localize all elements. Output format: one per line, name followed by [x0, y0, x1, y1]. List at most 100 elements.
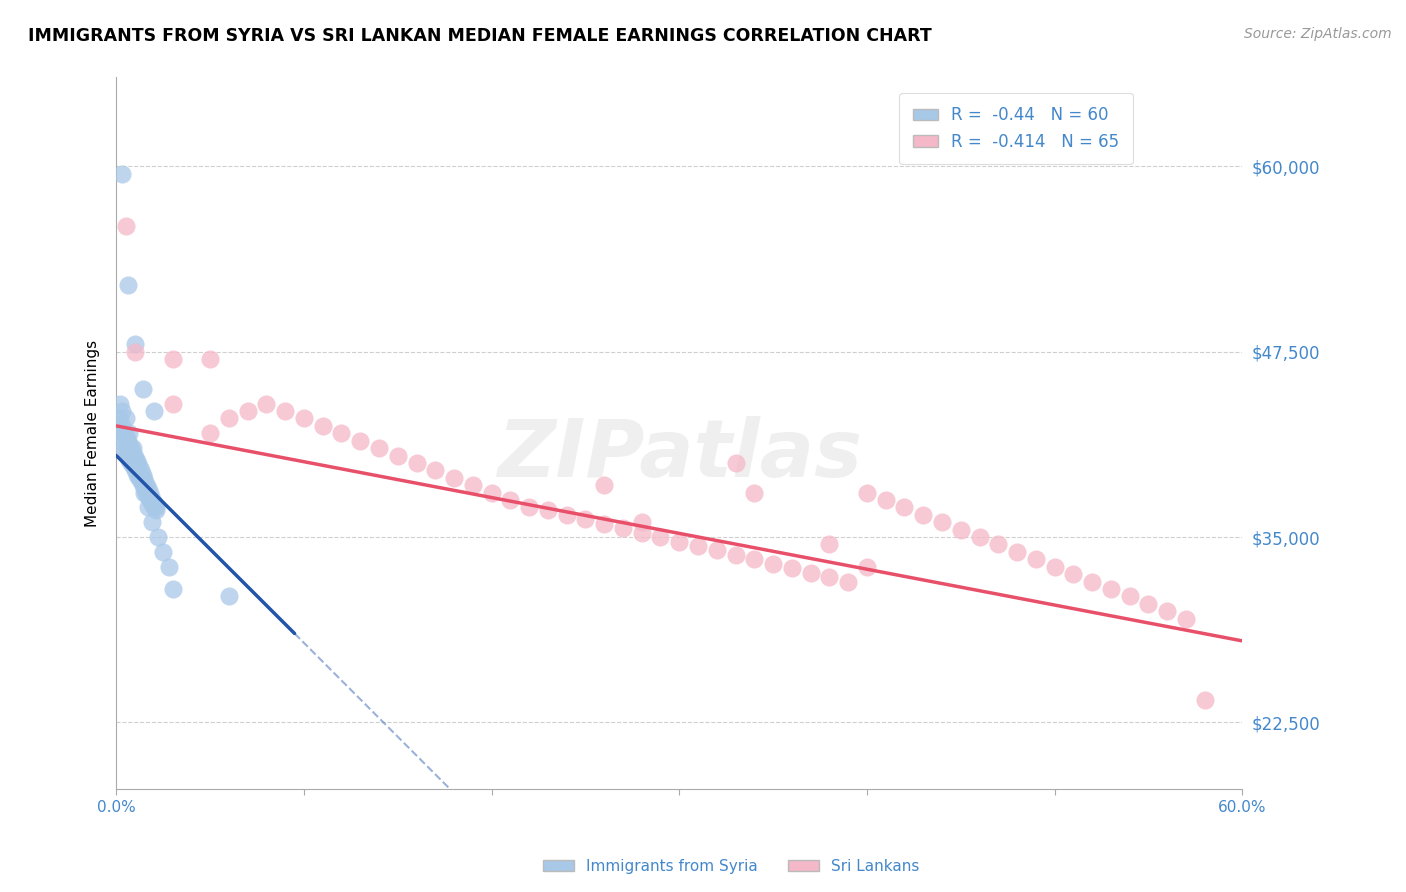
Legend: Immigrants from Syria, Sri Lankans: Immigrants from Syria, Sri Lankans	[537, 853, 925, 880]
Point	[1118, 590, 1140, 604]
Point	[405, 456, 427, 470]
Point	[724, 456, 747, 470]
Point	[111, 404, 134, 418]
Point	[254, 397, 277, 411]
Point	[112, 441, 135, 455]
Point	[517, 500, 540, 515]
Point	[145, 503, 167, 517]
Point	[124, 337, 146, 351]
Point	[312, 418, 335, 433]
Point	[108, 426, 131, 441]
Point	[593, 516, 616, 531]
Text: IMMIGRANTS FROM SYRIA VS SRI LANKAN MEDIAN FEMALE EARNINGS CORRELATION CHART: IMMIGRANTS FROM SYRIA VS SRI LANKAN MEDI…	[28, 27, 932, 45]
Point	[134, 485, 156, 500]
Point	[125, 456, 148, 470]
Point	[499, 493, 522, 508]
Point	[1081, 574, 1104, 589]
Point	[135, 485, 157, 500]
Point	[114, 444, 136, 458]
Point	[152, 545, 174, 559]
Point	[537, 503, 560, 517]
Point	[128, 471, 150, 485]
Text: ZIPatlas: ZIPatlas	[496, 416, 862, 493]
Point	[142, 404, 165, 418]
Point	[129, 474, 152, 488]
Point	[368, 441, 391, 455]
Point	[120, 456, 142, 470]
Point	[893, 500, 915, 515]
Point	[135, 476, 157, 491]
Point	[630, 525, 652, 540]
Point	[162, 352, 184, 367]
Point	[856, 485, 879, 500]
Point	[931, 515, 953, 529]
Point	[742, 485, 765, 500]
Point	[818, 570, 841, 584]
Point	[122, 458, 145, 473]
Point	[111, 167, 134, 181]
Point	[1025, 552, 1047, 566]
Y-axis label: Median Female Earnings: Median Female Earnings	[86, 340, 100, 527]
Point	[134, 481, 156, 495]
Point	[1174, 612, 1197, 626]
Point	[112, 426, 135, 441]
Point	[481, 485, 503, 500]
Point	[124, 344, 146, 359]
Point	[349, 434, 371, 448]
Point	[218, 590, 240, 604]
Point	[198, 426, 221, 441]
Point	[912, 508, 935, 522]
Point	[131, 478, 153, 492]
Point	[136, 500, 159, 515]
Point	[387, 449, 409, 463]
Point	[118, 438, 141, 452]
Point	[612, 521, 634, 535]
Point	[668, 534, 690, 549]
Point	[117, 434, 139, 448]
Point	[117, 449, 139, 463]
Point	[818, 537, 841, 551]
Point	[1194, 693, 1216, 707]
Point	[443, 471, 465, 485]
Point	[742, 552, 765, 566]
Point	[142, 496, 165, 510]
Point	[118, 426, 141, 441]
Point	[139, 493, 162, 508]
Point	[114, 429, 136, 443]
Point	[122, 445, 145, 459]
Point	[574, 512, 596, 526]
Point	[856, 559, 879, 574]
Point	[724, 548, 747, 562]
Point	[1062, 567, 1084, 582]
Point	[142, 500, 165, 515]
Point	[330, 426, 353, 441]
Point	[117, 278, 139, 293]
Point	[122, 441, 145, 455]
Point	[118, 453, 141, 467]
Point	[108, 397, 131, 411]
Point	[114, 411, 136, 425]
Point	[120, 441, 142, 455]
Point	[650, 530, 672, 544]
Point	[686, 539, 709, 553]
Point	[800, 566, 823, 580]
Point	[131, 467, 153, 482]
Point	[134, 472, 156, 486]
Point	[114, 219, 136, 233]
Point	[139, 485, 162, 500]
Point	[1156, 604, 1178, 618]
Point	[706, 543, 728, 558]
Point	[111, 434, 134, 448]
Point	[218, 411, 240, 425]
Point	[593, 478, 616, 492]
Point	[124, 463, 146, 477]
Point	[425, 463, 447, 477]
Point	[141, 491, 163, 506]
Point	[141, 515, 163, 529]
Point	[461, 478, 484, 492]
Point	[129, 463, 152, 477]
Point	[762, 557, 785, 571]
Point	[125, 467, 148, 482]
Point	[780, 561, 803, 575]
Point	[630, 515, 652, 529]
